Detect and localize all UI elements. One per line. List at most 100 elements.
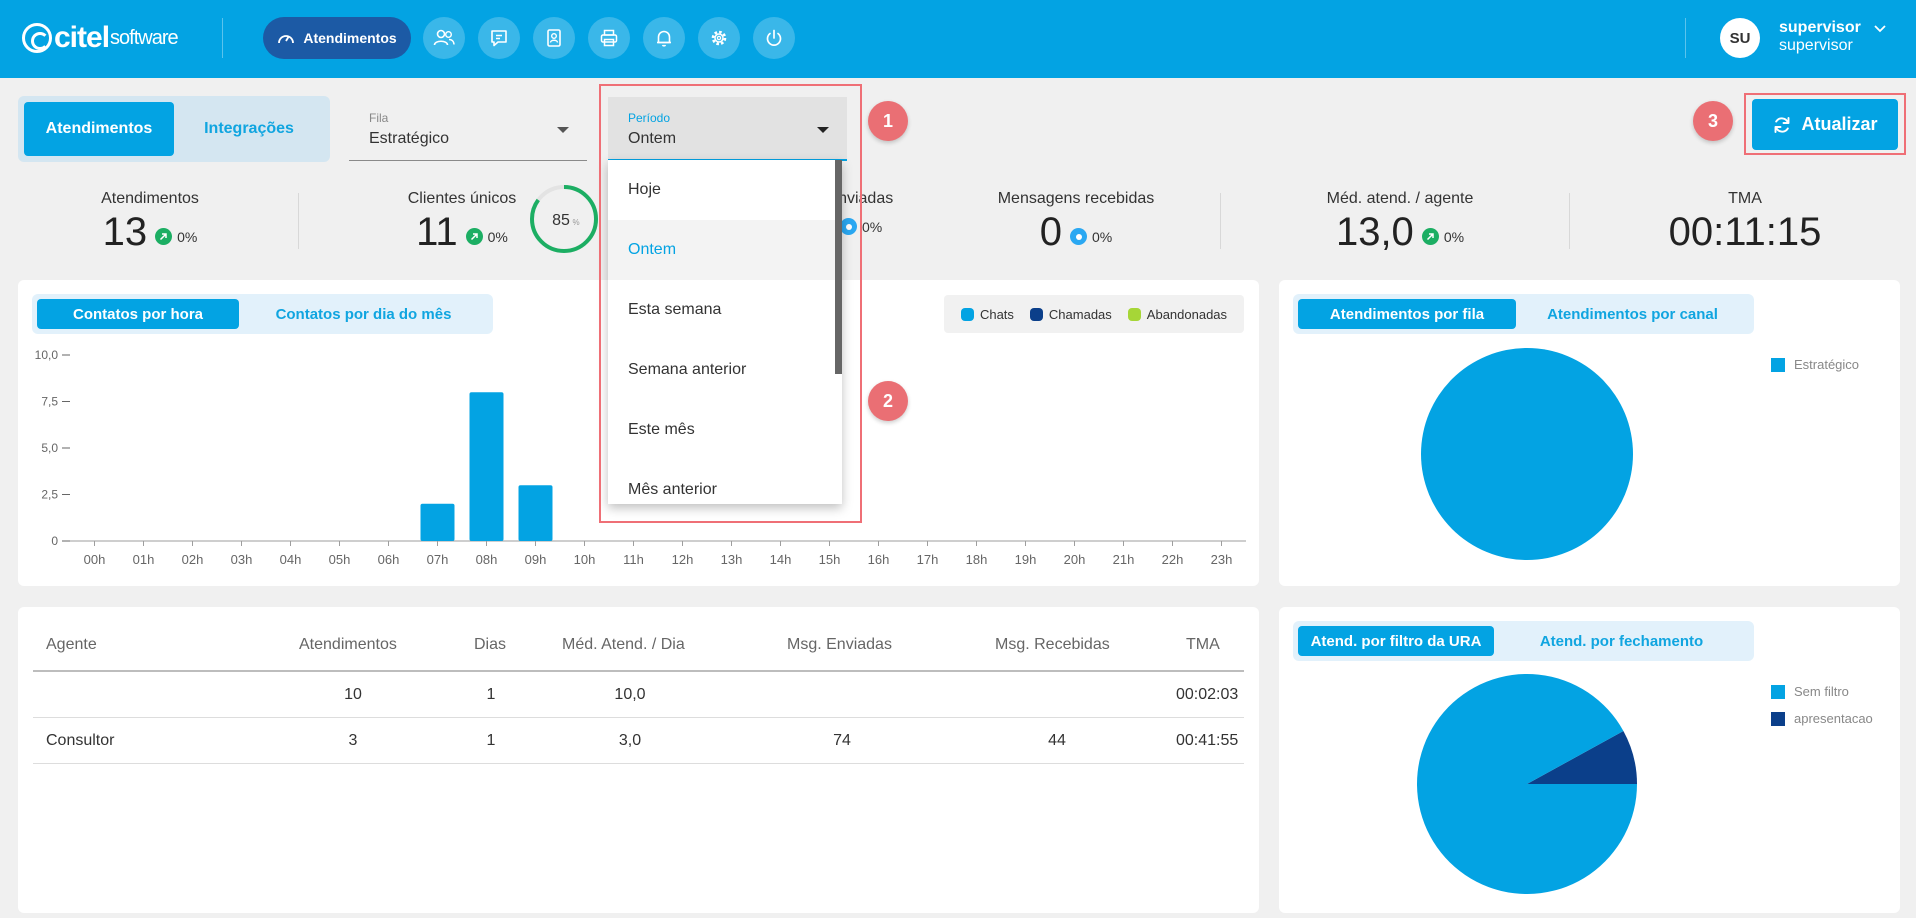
nav-team-button[interactable] <box>423 17 465 59</box>
nav-settings-button[interactable] <box>698 17 740 59</box>
legend-item-chats[interactable]: Chats <box>960 307 1014 322</box>
periodo-option-ontem[interactable]: Ontem <box>608 220 842 280</box>
ura-pie-legend-item[interactable]: apresentacao <box>1771 711 1873 726</box>
kpi-change-value: 0% <box>177 228 198 245</box>
cell-dias: 1 <box>486 732 496 749</box>
fila-pie-legend-item[interactable]: Estratégico <box>1771 357 1859 372</box>
annotation-badge-3: 3 <box>1693 101 1733 141</box>
col-header-msg-recebidas[interactable]: Msg. Recebidas <box>995 636 1110 653</box>
col-header-atendimentos[interactable]: Atendimentos <box>299 636 397 653</box>
x-tick-label: 08h <box>476 552 498 567</box>
hourly-chart-legend: Chats Chamadas Abandonadas <box>944 295 1244 333</box>
legend-item-chamadas[interactable]: Chamadas <box>1029 307 1112 322</box>
col-header-tma[interactable]: TMA <box>1186 636 1220 653</box>
cell-tma: 00:41:55 <box>1176 732 1239 749</box>
kpi-change: 0% <box>1070 228 1112 245</box>
bar-09h[interactable] <box>518 485 553 541</box>
kpi-value: 0 <box>1039 210 1062 254</box>
cell-atendimentos: 3 <box>348 732 358 749</box>
caret-down-icon <box>817 127 829 133</box>
chat-icon <box>491 30 507 47</box>
tab-atendimentos-por-fila[interactable]: Atendimentos por fila <box>1298 299 1516 329</box>
legend-label: apresentacao <box>1794 711 1873 726</box>
tab-atendimentos[interactable]: Atendimentos <box>24 102 174 156</box>
periodo-option-semana-anterior[interactable]: Semana anterior <box>628 361 747 378</box>
tab-contatos-por-dia[interactable]: Contatos por dia do mês <box>275 305 452 323</box>
trend-up-icon <box>1421 228 1439 245</box>
bar-07h[interactable] <box>420 503 455 541</box>
x-tick-label: 03h <box>231 552 253 567</box>
kpi-label: Méd. atend. / agente <box>1326 190 1474 207</box>
citel-logo: citel software <box>22 20 179 56</box>
tab-contatos-por-hora[interactable]: Contatos por hora <box>37 299 239 329</box>
tab-integracoes[interactable]: Integrações <box>204 120 294 137</box>
periodo-option-esta-semana[interactable]: Esta semana <box>628 301 722 318</box>
agents-table-card <box>18 607 1259 913</box>
x-tick-label: 20h <box>1064 552 1086 567</box>
kpi-change-value: 0% <box>862 218 883 235</box>
y-tick-label: 2,5 <box>41 488 58 502</box>
tab-atendimentos-por-canal[interactable]: Atendimentos por canal <box>1547 305 1718 323</box>
kpi-change-value: 0% <box>1443 228 1465 245</box>
tab-atend-fechamento[interactable]: Atend. por fechamento <box>1539 632 1704 650</box>
x-tick-label: 15h <box>819 552 841 567</box>
header-divider <box>222 18 223 58</box>
x-tick-label: 13h <box>721 552 743 567</box>
pie-slice-Estratégico[interactable] <box>1421 348 1633 560</box>
bell-icon <box>657 30 671 47</box>
periodo-option-hoje[interactable]: Hoje <box>628 181 661 198</box>
legend-swatch <box>960 307 974 321</box>
legend-label: Sem filtro <box>1794 684 1849 699</box>
tab-atend-filtro-ura[interactable]: Atend. por filtro da URA <box>1298 626 1494 656</box>
ura-pie-legend-item[interactable]: Sem filtro <box>1771 684 1849 699</box>
kpi-media-atendimentos: Méd. atend. / agente 13,0 0% <box>1310 190 1490 255</box>
x-tick-label: 04h <box>280 552 302 567</box>
y-tick-label: 0 <box>51 534 58 548</box>
x-tick-label: 21h <box>1113 552 1135 567</box>
kpi-tma: TMA 00:11:15 <box>1660 190 1830 255</box>
x-tick-label: 17h <box>917 552 939 567</box>
col-header-msg-enviadas[interactable]: Msg. Enviadas <box>787 636 892 653</box>
periodo-option-mes-anterior[interactable]: Mês anterior <box>628 481 717 498</box>
kpi-label: Clientes únicos <box>407 190 517 207</box>
user-name[interactable]: supervisor <box>1779 19 1861 36</box>
chevron-down-icon[interactable] <box>1873 24 1887 34</box>
legend-swatch <box>1771 684 1785 699</box>
ura-pie-tabs: Atend. por filtro da URA Atend. por fech… <box>1293 621 1754 661</box>
nav-atendimentos-button[interactable]: Atendimentos <box>263 17 411 59</box>
periodo-option-este-mes[interactable]: Este mês <box>628 421 695 438</box>
gear-icon <box>711 30 727 46</box>
atualizar-button[interactable]: Atualizar <box>1752 99 1898 150</box>
x-tick-label: 12h <box>672 552 694 567</box>
logo-sub-text: software <box>110 26 179 49</box>
kpi-value: 00:11:15 <box>1668 210 1822 254</box>
kpi-value: 13,0 <box>1335 210 1414 254</box>
x-tick-label: 09h <box>525 552 547 567</box>
bar-08h[interactable] <box>469 392 504 541</box>
periodo-select-value: Ontem <box>628 130 677 147</box>
col-header-dias[interactable]: Dias <box>474 636 507 653</box>
legend-swatch <box>1771 357 1785 372</box>
nav-notifications-button[interactable] <box>643 17 685 59</box>
user-avatar[interactable]: SU <box>1720 18 1760 58</box>
nav-atendimentos-label: Atendimentos <box>303 30 397 46</box>
col-header-media-dia[interactable]: Méd. Atend. / Dia <box>562 636 685 653</box>
fila-select-value: Estratégico <box>369 130 450 147</box>
trend-neutral-icon <box>1070 228 1087 245</box>
kpi-change: 0% <box>1421 228 1465 245</box>
trend-up-icon <box>155 228 173 245</box>
dropdown-scrollbar[interactable] <box>835 160 842 374</box>
kpi-divider <box>1569 193 1570 249</box>
nav-print-button[interactable] <box>588 17 630 59</box>
nav-contacts-button[interactable] <box>533 17 575 59</box>
pie-slice-Sem filtro[interactable] <box>1417 674 1637 894</box>
contacts-icon <box>547 29 561 47</box>
dashboard-gauge-icon <box>278 35 295 44</box>
legend-item-abandonadas[interactable]: Abandonadas <box>1127 307 1227 322</box>
fila-select[interactable]: Fila Estratégico <box>349 97 587 161</box>
nav-logout-button[interactable] <box>753 17 795 59</box>
caret-down-icon <box>557 127 569 133</box>
pie-slice-apresentacao[interactable] <box>1527 731 1637 784</box>
nav-chat-button[interactable] <box>478 17 520 59</box>
col-header-agente[interactable]: Agente <box>46 636 97 653</box>
